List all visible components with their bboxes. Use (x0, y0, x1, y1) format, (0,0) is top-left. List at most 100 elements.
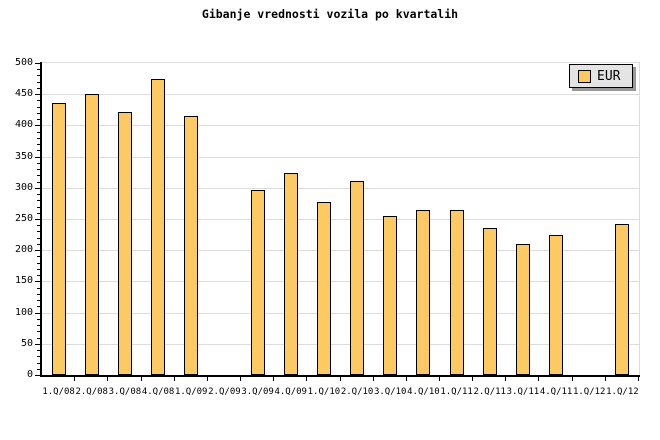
bar (482, 228, 497, 375)
y-tick-label: 100 (14, 307, 33, 318)
y-tick-label: 350 (14, 151, 33, 162)
x-tick (74, 377, 75, 381)
x-tick (505, 377, 506, 381)
x-axis-label: 4.Q/10 (407, 387, 440, 397)
y-minor-tick (37, 175, 40, 176)
y-tick-label: 300 (14, 182, 33, 193)
y-minor-tick (37, 75, 40, 76)
y-tick-label: 500 (14, 57, 33, 68)
x-tick (306, 377, 307, 381)
y-major-tick (35, 375, 40, 376)
y-minor-tick (37, 306, 40, 307)
x-axis-label: 2.Q/09 (208, 387, 241, 397)
y-minor-tick (37, 319, 40, 320)
gridline (42, 313, 639, 314)
y-tick-label: 150 (14, 275, 33, 286)
legend: EUR (569, 64, 633, 88)
x-axis-label: 2.Q/11 (473, 387, 506, 397)
x-axis-label: 4.Q/09 (274, 387, 307, 397)
gridline (42, 281, 639, 282)
y-tick-label: 250 (14, 213, 33, 224)
y-minor-tick (37, 238, 40, 239)
y-minor-tick (37, 163, 40, 164)
y-minor-tick (37, 356, 40, 357)
y-major-tick (35, 157, 40, 158)
y-major-tick (35, 94, 40, 95)
x-axis-label: 1.Q/08 (42, 387, 75, 397)
y-minor-tick (37, 82, 40, 83)
y-minor-tick (37, 225, 40, 226)
y-minor-tick (37, 363, 40, 364)
y-minor-tick (37, 169, 40, 170)
x-tick (174, 377, 175, 381)
bar (84, 94, 99, 375)
y-minor-tick (37, 182, 40, 183)
y-minor-tick (37, 294, 40, 295)
x-tick (572, 377, 573, 381)
x-tick (472, 377, 473, 381)
y-minor-tick (37, 69, 40, 70)
x-tick (273, 377, 274, 381)
gridline (42, 219, 639, 220)
bar (449, 210, 464, 375)
y-minor-tick (37, 200, 40, 201)
x-axis-label: 3.Q/08 (108, 387, 142, 397)
gridline (42, 250, 639, 251)
legend-swatch-icon (578, 69, 591, 83)
x-axis-label: 2.Q/08 (75, 387, 108, 397)
y-minor-tick (37, 138, 40, 139)
x-axis-label: 4.Q/08 (141, 387, 175, 397)
bar (515, 244, 530, 375)
legend-label: EUR (597, 68, 621, 84)
bar (250, 190, 265, 375)
y-tick-label: 200 (14, 244, 33, 255)
y-minor-tick (37, 369, 40, 370)
x-axis-label: 1.Q/12 (606, 387, 639, 397)
y-tick-label: 50 (20, 338, 33, 349)
y-minor-tick (37, 275, 40, 276)
chart-title: Gibanje vrednosti vozila po kvartalih (201, 7, 459, 21)
x-axis-label: 1.Q/10 (307, 387, 341, 397)
y-minor-tick (37, 300, 40, 301)
y-minor-tick (37, 256, 40, 257)
y-tick-label: 0 (26, 369, 33, 380)
bar (117, 112, 132, 375)
y-minor-tick (37, 107, 40, 108)
x-axis-line (40, 375, 640, 377)
x-axis-label: 1.Q/12 (572, 387, 606, 397)
x-tick (340, 377, 341, 381)
y-tick-label: 400 (14, 119, 33, 130)
x-axis-label: 4.Q/11 (539, 387, 573, 397)
x-tick (538, 377, 539, 381)
x-axis-label: 2.Q/10 (340, 387, 374, 397)
x-axis-label: 3.Q/10 (373, 387, 407, 397)
y-minor-tick (37, 150, 40, 151)
y-minor-tick (37, 263, 40, 264)
y-minor-tick (37, 113, 40, 114)
y-minor-tick (37, 231, 40, 232)
gridline (42, 188, 639, 189)
y-minor-tick (37, 119, 40, 120)
y-tick-label: 450 (14, 88, 33, 99)
y-major-tick (35, 188, 40, 189)
bar (383, 216, 398, 375)
x-tick (605, 377, 606, 381)
y-minor-tick (37, 100, 40, 101)
x-axis-label: 1.Q/09 (174, 387, 208, 397)
x-tick (207, 377, 208, 381)
y-minor-tick (37, 269, 40, 270)
y-major-tick (35, 250, 40, 251)
y-minor-tick (37, 288, 40, 289)
bar (549, 235, 564, 375)
y-minor-tick (37, 325, 40, 326)
y-major-tick (35, 313, 40, 314)
y-minor-tick (37, 144, 40, 145)
y-major-tick (35, 344, 40, 345)
y-minor-tick (37, 132, 40, 133)
gridline (42, 157, 639, 158)
bar (615, 224, 630, 375)
y-minor-tick (37, 331, 40, 332)
y-minor-tick (37, 207, 40, 208)
x-axis-label: 3.Q/09 (241, 387, 274, 397)
